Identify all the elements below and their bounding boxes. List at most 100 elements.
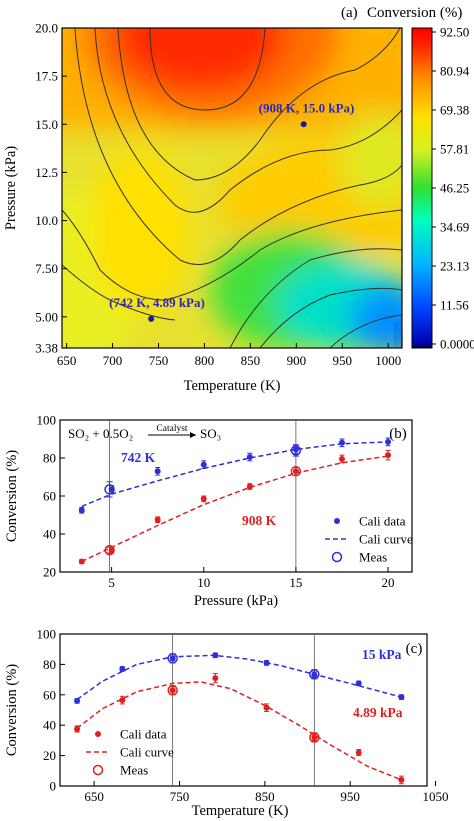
panel-label-b: (b) xyxy=(389,426,407,442)
cali-curve xyxy=(81,441,389,508)
cali-data-point xyxy=(200,495,207,502)
cali-data-point xyxy=(263,659,270,666)
reaction-catalyst: Catalyst xyxy=(156,424,187,434)
cali-data-point xyxy=(246,454,253,461)
meas-point xyxy=(290,466,302,477)
y-axis: 3.38 5.00 7.50 10.0 12.5 15.0 17.5 20.0 xyxy=(35,21,67,356)
y-tick-label: 80 xyxy=(43,657,56,672)
meas-point xyxy=(167,653,178,664)
y-axis-label: Conversion (%) xyxy=(4,664,20,756)
legend-marker-dot xyxy=(334,518,340,524)
y-tick-label: 100 xyxy=(37,413,57,428)
legend-label: Cali data xyxy=(120,727,167,742)
x-axis: 650 750 850 950 1050 xyxy=(84,781,449,804)
cali-curve xyxy=(81,455,389,563)
legend-label: Meas xyxy=(359,550,387,565)
y-tick-label: 17.5 xyxy=(35,69,58,84)
meas-point xyxy=(104,544,115,556)
y-axis: 20 40 60 80 100 xyxy=(37,413,65,580)
y-tick-label: 10.0 xyxy=(35,213,58,228)
y-tick-label: 60 xyxy=(43,687,56,702)
series-label-489kpa: 4.89 kPa xyxy=(353,705,403,720)
legend: Cali data Cali curve Meas xyxy=(325,514,413,565)
cali-data-point xyxy=(338,439,345,446)
colorbar-tick-label: 11.56 xyxy=(440,298,469,313)
cali-data-point xyxy=(355,749,362,756)
legend-label: Cali curve xyxy=(120,745,174,760)
x-tick-label: 10 xyxy=(197,575,210,590)
y-tick-label: 40 xyxy=(43,718,56,733)
legend-marker-ring xyxy=(92,764,104,776)
x-tick-label: 850 xyxy=(255,789,275,804)
reaction-equation: SO₂ + 0.5O₂ Catalyst SO₃ xyxy=(68,424,221,441)
colorbar-tick-label: 92.50 xyxy=(440,25,469,40)
operating-point-label: (742 K, 4.89 kPa) xyxy=(109,295,205,310)
cali-data-point xyxy=(200,461,207,468)
x-tick-label: 950 xyxy=(333,353,353,368)
x-tick-label: 700 xyxy=(103,353,123,368)
x-tick-label: 5 xyxy=(108,575,115,590)
y-tick-label: 20.0 xyxy=(35,21,58,36)
colorbar xyxy=(411,27,433,349)
y-tick-label: 7.50 xyxy=(35,261,58,276)
meas-point xyxy=(309,669,320,680)
x-tick-label: 650 xyxy=(57,353,77,368)
x-axis: 5 10 15 20 xyxy=(108,567,395,590)
y-tick-label: 80 xyxy=(43,451,56,466)
legend-marker-dot xyxy=(95,731,101,737)
arrow-head-icon xyxy=(190,432,196,438)
cali-data-point xyxy=(246,483,253,490)
cali-data-point xyxy=(78,507,85,514)
colorbar-tick-label: 80.94 xyxy=(440,64,470,79)
colorbar-tick-label: 69.38 xyxy=(440,103,469,118)
x-tick-label: 800 xyxy=(195,353,215,368)
plot-frame xyxy=(61,27,403,349)
operating-point-label: (908 K, 15.0 kPa) xyxy=(259,100,355,115)
y-tick-label: 3.38 xyxy=(35,341,58,356)
annotation-points: (908 K, 15.0 kPa) (742 K, 4.89 kPa) xyxy=(109,100,354,322)
reaction-rhs: SO₃ xyxy=(200,426,221,441)
cali-data-point xyxy=(154,468,161,475)
x-tick-label: 900 xyxy=(287,353,307,368)
series-label-908k: 908 K xyxy=(242,513,277,528)
legend-label: Cali curve xyxy=(359,532,413,547)
colorbar-tick-label: 0.0000 xyxy=(440,337,474,352)
y-tick-label: 12.5 xyxy=(35,165,58,180)
panel-b: 5 10 15 20 20 40 60 80 100 (b) SO₂ + 0.5O₂ Cata… xyxy=(4,413,413,610)
legend-marker-ring xyxy=(331,551,343,563)
legend-label: Cali data xyxy=(359,514,406,529)
cali-data-point xyxy=(119,697,126,704)
y-tick-label: 0 xyxy=(50,779,57,794)
cali-data-point xyxy=(212,652,219,659)
conversion-heatmap xyxy=(62,28,402,348)
panel-a: 650 700 750 800 850 900 950 1000 3.38 5.00 7.50 10… xyxy=(3,5,474,394)
panel-label-c: (c) xyxy=(406,641,423,657)
cali-curve xyxy=(76,654,402,701)
reference-lines xyxy=(172,634,315,786)
meas-point xyxy=(167,684,178,696)
y-axis: 0 20 40 60 80 100 xyxy=(37,627,65,794)
colorbar-ticks: 92.50 80.94 69.38 57.81 46.25 34.69 23.13 11.56… xyxy=(432,25,474,352)
x-tick-label: 850 xyxy=(241,353,261,368)
plot-area xyxy=(74,652,405,785)
cali-data-point xyxy=(398,776,405,783)
x-axis-label: Temperature (K) xyxy=(184,378,281,394)
cali-curve xyxy=(76,681,402,781)
x-tick-label: 750 xyxy=(170,789,190,804)
cali-data-point xyxy=(154,516,161,523)
y-axis-label: Conversion (%) xyxy=(4,450,20,542)
meas-point xyxy=(104,484,115,495)
cali-data-point xyxy=(385,452,392,459)
y-tick-label: 5.00 xyxy=(35,309,58,324)
panel-c: 650 750 850 950 1050 0 20 40 60 80 100 (c) 15 kPa… xyxy=(4,627,449,820)
operating-point xyxy=(300,121,307,128)
legend: Cali data Cali curve Meas xyxy=(86,727,174,778)
x-tick-label: 650 xyxy=(84,789,104,804)
x-tick-label: 1000 xyxy=(375,353,401,368)
colorbar-tick-label: 46.25 xyxy=(440,181,469,196)
y-tick-label: 20 xyxy=(43,748,56,763)
cali-data-point xyxy=(74,726,81,732)
y-tick-label: 20 xyxy=(43,565,56,580)
y-tick-label: 15.0 xyxy=(35,117,58,132)
